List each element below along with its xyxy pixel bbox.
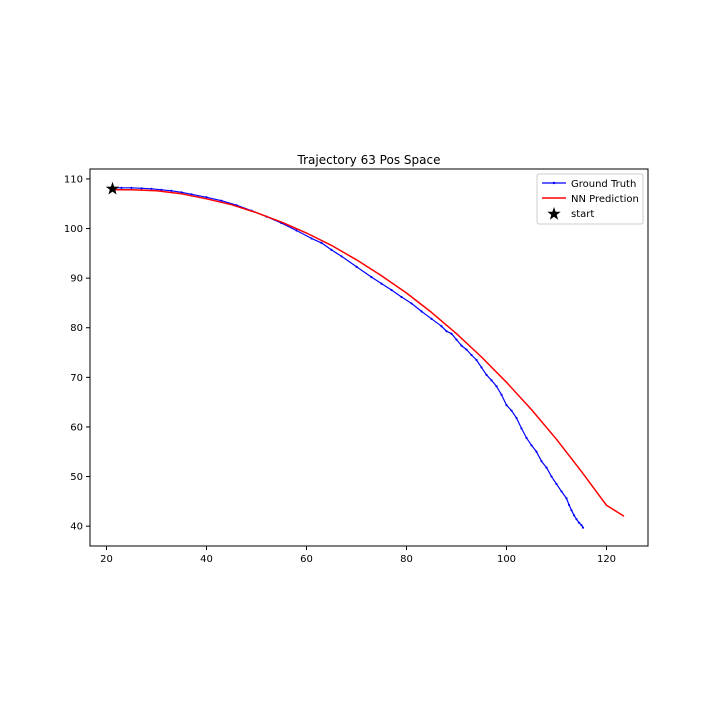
legend-ground-truth-label: Ground Truth <box>571 179 636 190</box>
ground-truth-point <box>150 187 153 190</box>
ground-truth-point <box>495 385 498 388</box>
ground-truth-point <box>520 427 523 430</box>
y-tick-label: 100 <box>64 224 83 235</box>
ground-truth-point <box>140 187 143 190</box>
ground-truth-point <box>445 330 448 333</box>
y-tick-label: 110 <box>64 174 83 185</box>
ground-truth-point <box>390 288 393 292</box>
legend: Ground Truth NN Prediction start <box>536 173 644 225</box>
ground-truth-point <box>480 366 483 369</box>
ground-truth-point <box>567 503 571 506</box>
ground-truth-point <box>340 255 343 258</box>
start-star-marker <box>105 181 120 195</box>
ground-truth-point <box>540 460 543 463</box>
plot-area: 20 40 60 80 100 120 40 50 60 70 80 90 100 110 <box>64 168 649 565</box>
ground-truth-point <box>500 393 503 396</box>
y-tick-label: 40 <box>70 522 83 533</box>
y-tick-label: 90 <box>70 274 83 285</box>
ground-truth-point <box>555 482 558 486</box>
ground-truth-point <box>430 317 433 320</box>
ground-truth-point <box>470 353 473 357</box>
y-tick-label: 80 <box>70 323 83 334</box>
x-tick-label: 60 <box>300 554 313 565</box>
ground-truth-point <box>355 265 358 268</box>
ground-truth-point <box>475 358 478 362</box>
x-tick-label: 20 <box>100 554 113 565</box>
ground-truth-point <box>560 490 563 493</box>
ground-truth-point <box>550 475 553 478</box>
ground-truth-point <box>572 514 576 517</box>
ground-truth-point <box>535 450 538 453</box>
x-tick-label: 120 <box>597 554 616 565</box>
y-tick-label: 50 <box>70 472 83 483</box>
ground-truth-point <box>580 524 583 527</box>
x-tick-label: 100 <box>497 554 516 565</box>
y-tick-label: 60 <box>70 422 83 433</box>
ground-truth-point <box>295 229 298 232</box>
ground-truth-point <box>570 509 573 512</box>
nn-prediction-line <box>112 189 625 517</box>
ground-truth-point <box>485 373 488 376</box>
ground-truth-point <box>460 344 463 347</box>
legend-start-star-icon <box>547 207 561 220</box>
y-tick-label: 70 <box>70 373 83 384</box>
ground-truth-point <box>410 302 413 305</box>
ground-truth-point <box>170 189 173 192</box>
legend-nn-prediction-label: NN Prediction <box>571 194 639 205</box>
ground-truth-point <box>380 282 383 285</box>
legend-box <box>536 173 644 225</box>
ground-truth-point <box>120 186 123 189</box>
ground-truth-point <box>581 526 585 529</box>
ground-truth-point <box>450 332 453 335</box>
ground-truth-point <box>420 310 423 313</box>
ground-truth-point <box>510 409 513 412</box>
ground-truth-point <box>505 404 508 407</box>
ground-truth-point <box>525 436 528 439</box>
ground-truth-point <box>545 466 548 469</box>
ground-truth-point <box>440 325 443 328</box>
axes-frame <box>89 168 649 547</box>
ground-truth-point <box>400 295 403 299</box>
ground-truth-point <box>330 248 333 251</box>
ground-truth-point <box>370 276 373 279</box>
ground-truth-point <box>515 416 518 420</box>
ground-truth-point <box>530 444 533 447</box>
ground-truth-point <box>310 237 313 240</box>
ground-truth-point <box>190 193 193 196</box>
x-tick-label: 40 <box>200 554 213 565</box>
x-tick-label: 80 <box>400 554 413 565</box>
ground-truth-point <box>490 379 493 382</box>
legend-start-label: start <box>571 209 594 220</box>
ground-truth-point <box>320 241 323 245</box>
ground-truth-point <box>220 199 223 202</box>
legend-ground-truth-marker <box>552 181 556 185</box>
ground-truth-point <box>577 521 581 524</box>
ground-truth-point <box>565 497 568 500</box>
ground-truth-point <box>455 338 458 341</box>
ground-truth-point <box>160 188 163 191</box>
ground-truth-point <box>575 518 578 521</box>
chart-title: Trajectory 63 Pos Space <box>297 153 441 167</box>
ground-truth-point <box>180 191 183 194</box>
ground-truth-point <box>465 348 468 351</box>
ground-truth-point <box>205 196 208 199</box>
ground-truth-point <box>130 186 133 189</box>
